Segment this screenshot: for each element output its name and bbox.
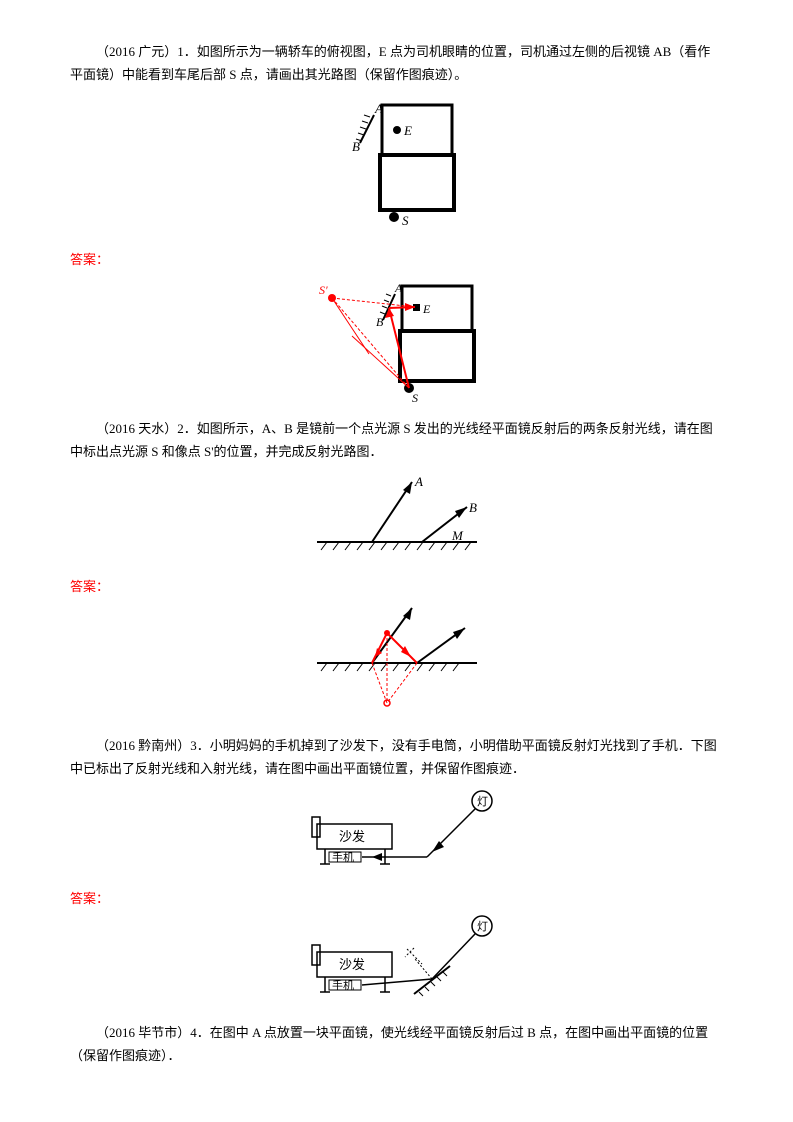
problem-2-text: （2016 天水）2．如图所示，A、B 是镜前一个点光源 S 发出的光线经平面镜… [70, 417, 723, 464]
problem-1-source: （2016 广元）1． [96, 44, 197, 59]
a3-sofa: 沙发 [339, 957, 365, 972]
problem-4-text: （2016 毕节市）4．在图中 A 点放置一块平面镜，使光线经平面镜反射后过 B… [70, 1021, 723, 1068]
problem-1-figure: E A B S [70, 95, 723, 242]
problem-3-source: （2016 黔南州）3． [96, 738, 210, 753]
label-E: E [403, 123, 412, 138]
ans1-label-A: A [394, 281, 403, 295]
answer-1-figure: E A B S S' [70, 276, 723, 413]
label-S: S [402, 213, 409, 228]
ans1-label-E: E [422, 302, 431, 316]
problem-1-text: （2016 广元）1．如图所示为一辆轿车的俯视图，E 点为司机眼睛的位置，司机通… [70, 40, 723, 87]
label-A: A [374, 101, 383, 116]
a3-lamp: 灯 [477, 920, 488, 933]
answer-3-label: 答案： [70, 887, 723, 910]
problem-2-source: （2016 天水）2． [96, 421, 197, 436]
p3-phone: 手机 [332, 850, 354, 864]
problem-3-text: （2016 黔南州）3．小明妈妈的手机掉到了沙发下，没有手电筒，小明借助平面镜反… [70, 734, 723, 781]
answer-3-figure: 灯 沙发 手机 [70, 914, 723, 1016]
ans1-label-B: B [376, 315, 384, 329]
answer-2-figure [70, 603, 723, 730]
p2-label-A: A [414, 474, 423, 489]
p2-label-M: M [451, 528, 464, 543]
p2-label-B: B [469, 500, 477, 515]
problem-3-figure: 灯 沙发 手机 [70, 789, 723, 881]
answer-2-label: 答案： [70, 575, 723, 598]
ans1-label-Sp: S' [319, 283, 328, 297]
p3-lamp: 灯 [477, 795, 488, 808]
label-B: B [352, 139, 360, 154]
answer-1-label: 答案： [70, 248, 723, 271]
p3-sofa: 沙发 [339, 829, 365, 844]
problem-4-source: （2016 毕节市）4． [96, 1025, 210, 1040]
a3-phone: 手机 [332, 978, 354, 992]
problem-2-figure: A B M [70, 472, 723, 569]
ans1-label-S: S [412, 391, 418, 405]
